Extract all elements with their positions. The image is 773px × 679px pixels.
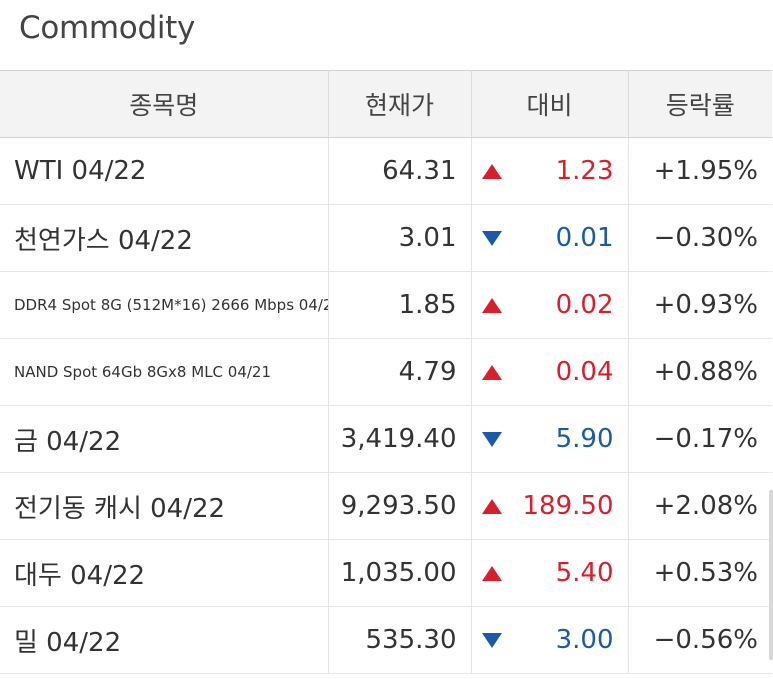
commodity-table: 종목명 현재가 대비 등락률 WTI 04/22 64.31 1.23 +1.95% 천… — [0, 70, 772, 674]
triangle-down-icon — [481, 230, 502, 246]
change-rate: −0.17% — [628, 405, 772, 473]
current-price: 3.01 — [328, 204, 472, 272]
price-change: 0.01 — [555, 223, 614, 253]
commodity-name[interactable]: 대두 04/22 — [0, 539, 329, 607]
price-change-cell: 0.02 — [471, 271, 629, 339]
price-change: 0.02 — [555, 290, 614, 320]
table-row[interactable]: 대두 04/22 1,035.00 5.40 +0.53% — [0, 539, 772, 607]
commodity-name[interactable]: 금 04/22 — [0, 405, 329, 473]
header-change: 대비 — [471, 70, 629, 138]
triangle-up-icon — [481, 565, 502, 581]
section-title: Commodity — [19, 10, 196, 46]
price-change: 1.23 — [555, 156, 614, 186]
price-change: 5.90 — [555, 424, 614, 454]
current-price: 9,293.50 — [328, 472, 472, 540]
header-price: 현재가 — [328, 70, 472, 138]
price-change-cell: 0.01 — [471, 204, 629, 272]
scrollbar[interactable] — [769, 490, 773, 660]
price-change: 189.50 — [522, 491, 614, 521]
table-row[interactable]: 금 04/22 3,419.40 5.90 −0.17% — [0, 405, 772, 473]
price-change-cell: 5.90 — [471, 405, 629, 473]
header-name: 종목명 — [0, 70, 329, 138]
triangle-up-icon — [481, 364, 502, 380]
commodity-name[interactable]: 밀 04/22 — [0, 606, 329, 674]
table-row[interactable]: 밀 04/22 535.30 3.00 −0.56% — [0, 606, 772, 674]
table-row[interactable]: DDR4 Spot 8G (512M*16) 2666 Mbps 04/22 1.… — [0, 271, 772, 339]
table-row[interactable]: NAND Spot 64Gb 8Gx8 MLC 04/21 4.79 0.04 +0.… — [0, 338, 772, 406]
price-change: 3.00 — [555, 625, 614, 655]
commodity-name[interactable]: DDR4 Spot 8G (512M*16) 2666 Mbps 04/22 — [0, 271, 329, 339]
change-rate: +1.95% — [628, 137, 772, 205]
commodity-name[interactable]: 전기동 캐시 04/22 — [0, 472, 329, 540]
current-price: 535.30 — [328, 606, 472, 674]
table-row[interactable]: WTI 04/22 64.31 1.23 +1.95% — [0, 137, 772, 205]
header-rate: 등락률 — [628, 70, 772, 138]
price-change: 5.40 — [555, 558, 614, 588]
current-price: 1,035.00 — [328, 539, 472, 607]
table-row[interactable]: 전기동 캐시 04/22 9,293.50 189.50 +2.08% — [0, 472, 772, 540]
price-change-cell: 5.40 — [471, 539, 629, 607]
price-change-cell: 1.23 — [471, 137, 629, 205]
triangle-up-icon — [481, 498, 502, 514]
change-rate: +2.08% — [628, 472, 772, 540]
table-row[interactable]: 천연가스 04/22 3.01 0.01 −0.30% — [0, 204, 772, 272]
change-rate: −0.30% — [628, 204, 772, 272]
triangle-up-icon — [481, 163, 502, 179]
triangle-down-icon — [481, 431, 502, 447]
current-price: 64.31 — [328, 137, 472, 205]
commodity-name[interactable]: NAND Spot 64Gb 8Gx8 MLC 04/21 — [0, 338, 329, 406]
table-header-row: 종목명 현재가 대비 등락률 — [0, 70, 772, 138]
current-price: 3,419.40 — [328, 405, 472, 473]
commodity-name[interactable]: 천연가스 04/22 — [0, 204, 329, 272]
change-rate: −0.56% — [628, 606, 772, 674]
price-change-cell: 3.00 — [471, 606, 629, 674]
table-body: WTI 04/22 64.31 1.23 +1.95% 천연가스 04/22 3.01 0.… — [0, 137, 772, 674]
price-change-cell: 189.50 — [471, 472, 629, 540]
price-change-cell: 0.04 — [471, 338, 629, 406]
triangle-up-icon — [481, 297, 502, 313]
triangle-down-icon — [481, 632, 502, 648]
current-price: 1.85 — [328, 271, 472, 339]
change-rate: +0.53% — [628, 539, 772, 607]
commodity-name[interactable]: WTI 04/22 — [0, 137, 329, 205]
price-change: 0.04 — [555, 357, 614, 387]
change-rate: +0.93% — [628, 271, 772, 339]
current-price: 4.79 — [328, 338, 472, 406]
change-rate: +0.88% — [628, 338, 772, 406]
